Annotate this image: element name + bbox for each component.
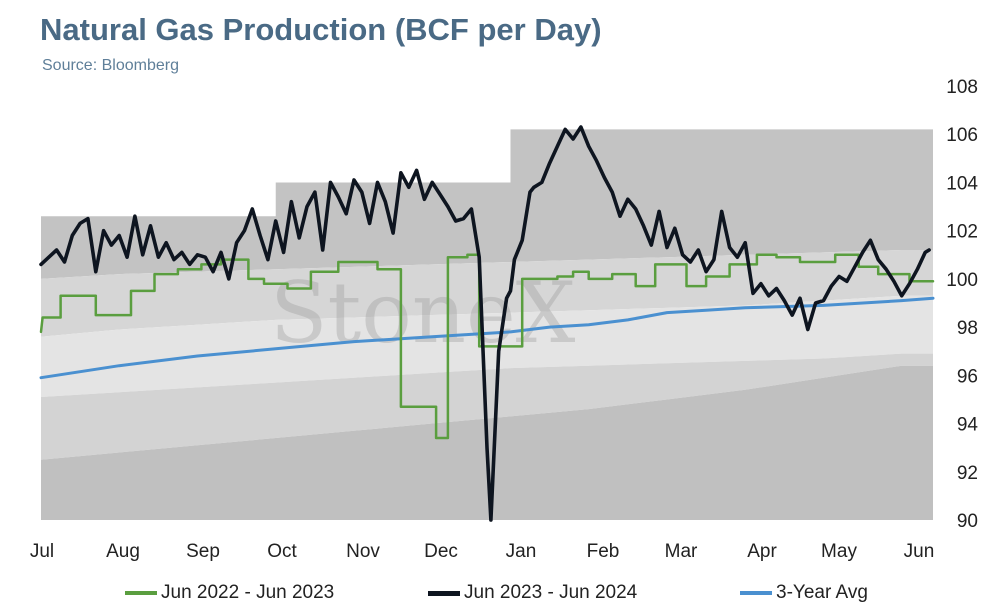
x-tick-label: May (821, 541, 857, 562)
x-tick-label: Feb (587, 541, 620, 562)
y-tick-label: 94 (957, 415, 979, 436)
x-tick-label: Apr (747, 541, 777, 562)
x-tick-label: Mar (665, 541, 698, 562)
y-tick-label: 108 (946, 77, 978, 98)
legend-swatch-2023-2024 (428, 590, 460, 596)
x-axis: Jul Aug Sep Oct Nov Dec Jan Feb Mar Apr May Jun (30, 541, 934, 562)
y-tick-label: 98 (957, 318, 978, 339)
x-tick-label: Aug (106, 541, 140, 562)
x-tick-label: Oct (267, 541, 297, 562)
y-tick-label: 96 (957, 366, 978, 387)
x-tick-label: Jun (904, 541, 935, 562)
x-tick-label: Jul (30, 541, 54, 562)
legend-swatch-2022-2023 (125, 591, 157, 595)
x-tick-label: Dec (424, 541, 458, 562)
y-tick-label: 102 (946, 222, 978, 243)
series-line-2023-2024 (39, 125, 931, 522)
legend-item-3yr-avg: 3-Year Avg (740, 582, 868, 604)
legend-swatch-3yr-avg (740, 591, 772, 595)
band-upper-range (41, 249, 933, 337)
chart-subtitle: Source: Bloomberg (42, 57, 179, 74)
series-lines (39, 125, 935, 522)
x-tick-label: Jan (506, 541, 537, 562)
chart-title: Natural Gas Production (BCF per Day) (40, 12, 602, 47)
chart-legend: Jun 2022 - Jun 2023 Jun 2023 - Jun 2024 … (0, 582, 994, 610)
legend-label-3yr-avg: 3-Year Avg (776, 582, 868, 603)
y-tick-label: 106 (946, 125, 978, 146)
legend-label-2022-2023: Jun 2022 - Jun 2023 (161, 582, 335, 603)
x-tick-label: Nov (346, 541, 380, 562)
y-tick-label: 92 (957, 463, 978, 484)
legend-label-2023-2024: Jun 2023 - Jun 2024 (464, 582, 638, 603)
y-tick-label: 100 (946, 270, 978, 291)
legend-item-2023-2024: Jun 2023 - Jun 2024 (428, 582, 637, 604)
y-tick-label: 104 (946, 173, 978, 194)
series-line-2022-2023 (39, 253, 935, 440)
series-line-3yr-avg (39, 296, 935, 380)
x-tick-label: Sep (186, 541, 220, 562)
y-tick-label: 90 (957, 511, 978, 532)
y-axis: 90 92 94 96 98 100 102 104 106 108 (946, 77, 978, 532)
legend-item-2022-2023: Jun 2022 - Jun 2023 (125, 582, 334, 604)
band-max-range (41, 129, 933, 279)
